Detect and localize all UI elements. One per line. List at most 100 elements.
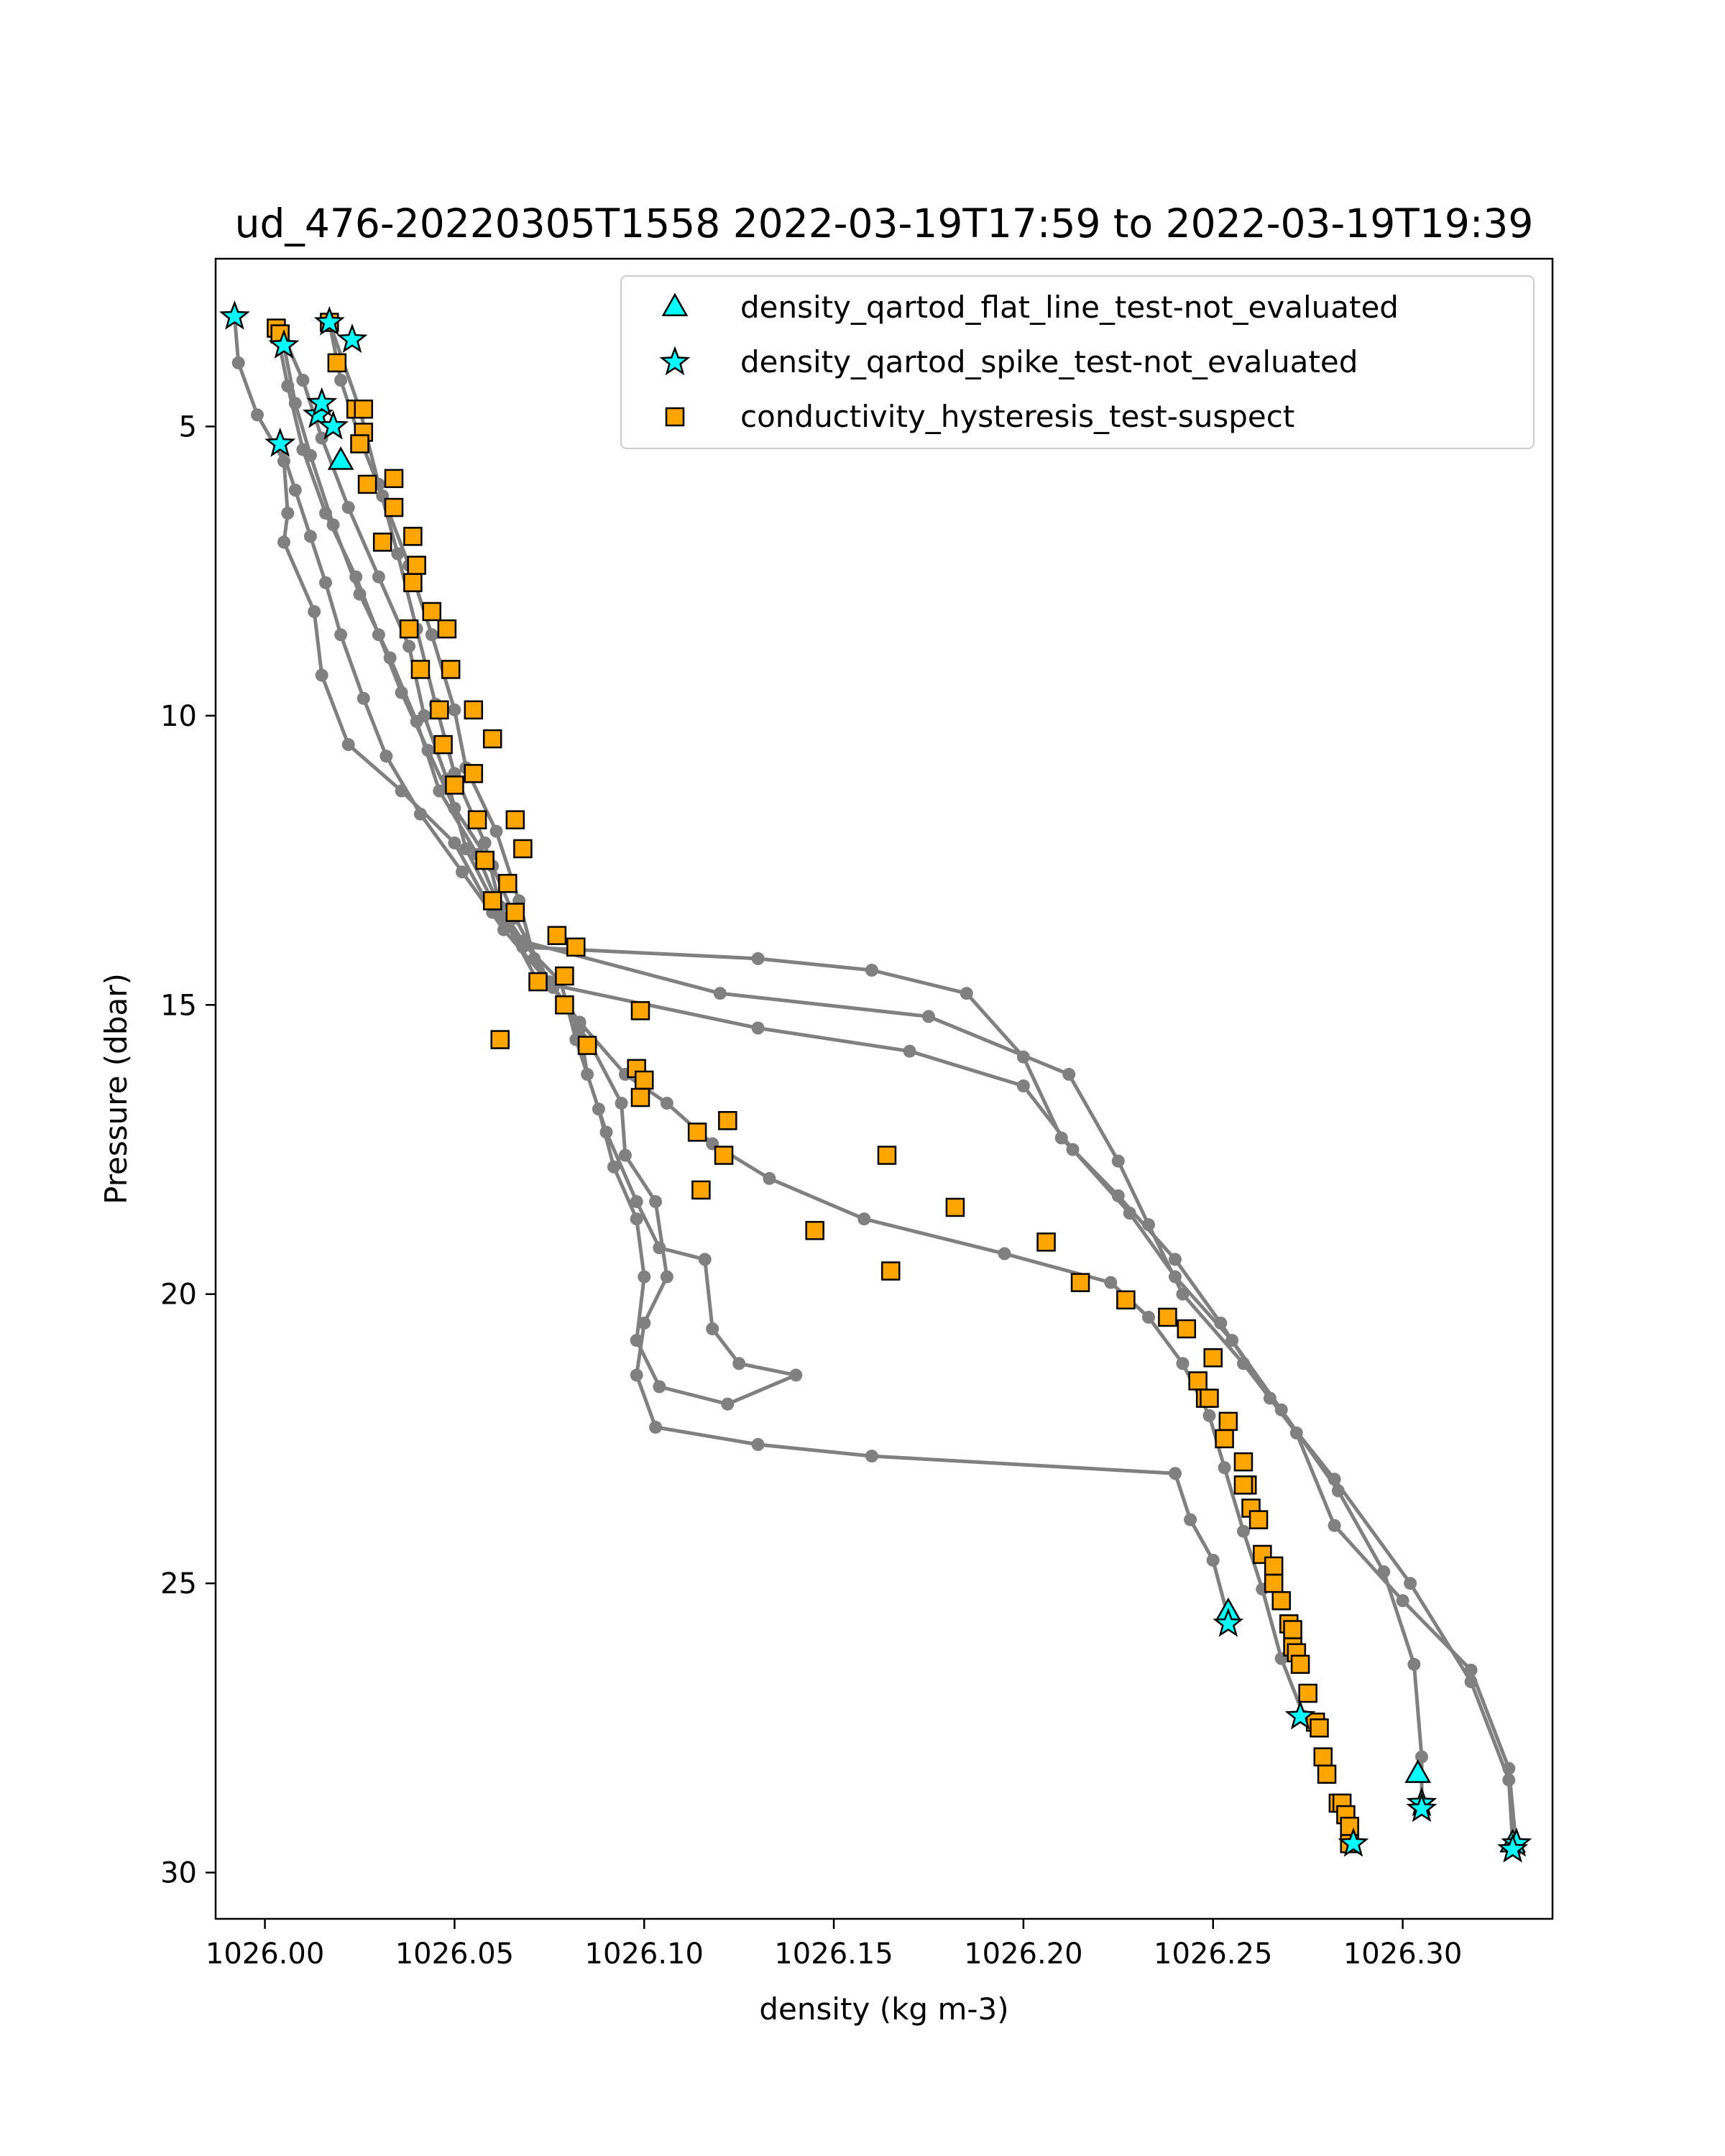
- profile-point: [497, 923, 510, 936]
- profile-point: [448, 703, 461, 717]
- profile-point: [308, 605, 321, 618]
- square-marker: [430, 700, 449, 720]
- profile-point: [713, 987, 727, 1000]
- square-marker: [630, 1087, 650, 1107]
- square-marker: [354, 400, 374, 419]
- square-marker: [945, 1197, 965, 1217]
- legend-entry: conductivity_hysteresis_test-suspect: [665, 399, 1294, 434]
- profile-point: [1142, 1310, 1155, 1324]
- x-axis-label: density (kg m-3): [759, 1991, 1008, 2027]
- profile-point: [1016, 1050, 1030, 1064]
- square-marker: [384, 497, 404, 517]
- square-marker: [403, 573, 423, 592]
- profile-point: [706, 1322, 719, 1335]
- profile-line-1: [323, 315, 1523, 1856]
- square-marker: [482, 891, 502, 911]
- profile-point: [649, 1195, 663, 1208]
- profile-point: [281, 507, 295, 520]
- profile-point: [960, 987, 973, 1000]
- square-marker: [1271, 1591, 1291, 1611]
- square-marker: [482, 729, 502, 749]
- square-marker: [433, 734, 453, 755]
- square-marker: [410, 660, 431, 679]
- star-markers: [218, 300, 1532, 1863]
- legend-entry: density_qartod_flat_line_test-not_evalua…: [661, 290, 1399, 325]
- profile-point: [1502, 1773, 1516, 1787]
- profile-point: [1123, 1207, 1136, 1220]
- x-axis: 1026.00 1026.05 1026.10 1026.15 1026.20 1026.…: [206, 1919, 1462, 1971]
- star-marker: [1284, 1700, 1316, 1730]
- square-marker: [1036, 1233, 1056, 1252]
- profile-point: [1328, 1519, 1341, 1532]
- legend-triangle-icon: [661, 292, 689, 317]
- y-tick-label: 15: [160, 989, 197, 1022]
- profile-point: [277, 535, 290, 549]
- star-marker: [306, 387, 338, 417]
- profile-point: [319, 576, 332, 589]
- x-tick-label: 1026.25: [1154, 1938, 1272, 1971]
- square-marker: [1340, 1816, 1359, 1836]
- profile-point: [1218, 1461, 1231, 1475]
- profile-point: [922, 1010, 935, 1023]
- profile-point: [865, 1450, 878, 1463]
- square-markers: [267, 313, 1359, 1853]
- y-tick-label: 25: [160, 1567, 197, 1600]
- square-marker: [498, 874, 518, 893]
- square-marker: [880, 1261, 901, 1281]
- profile-line-3: [277, 338, 1428, 1816]
- profile-point: [303, 530, 317, 543]
- legend-label: conductivity_hysteresis_test-suspect: [740, 399, 1294, 434]
- profile-point: [288, 484, 302, 497]
- profile-point: [1206, 1554, 1220, 1567]
- square-marker: [464, 764, 484, 783]
- square-marker: [566, 937, 586, 957]
- square-marker: [490, 1030, 510, 1049]
- profile-point: [489, 824, 503, 838]
- x-tick-label: 1026.05: [395, 1938, 514, 1971]
- profile-point: [1184, 1513, 1197, 1526]
- profile-line-2: [273, 321, 1519, 1851]
- profile-line-path: [274, 328, 1306, 1718]
- profile-point: [732, 1357, 746, 1370]
- profile-line-path: [282, 345, 1424, 1810]
- profile-point: [649, 1420, 663, 1434]
- square-marker: [1283, 1620, 1302, 1639]
- profile-point: [1377, 1565, 1391, 1579]
- profile-point: [1237, 1524, 1250, 1538]
- profile-line-6: [270, 321, 1311, 1723]
- x-tick-label: 1026.30: [1343, 1938, 1462, 1971]
- square-marker: [718, 1111, 737, 1130]
- profile-point: [380, 750, 393, 763]
- y-tick-label: 10: [160, 700, 197, 733]
- x-tick-label: 1026.15: [774, 1938, 893, 1971]
- square-marker: [505, 810, 525, 829]
- profile-point: [638, 1317, 651, 1330]
- legend-square-icon: [665, 407, 685, 427]
- profile-point: [296, 374, 310, 387]
- profile-point: [1169, 1270, 1182, 1284]
- profile-point: [395, 686, 408, 699]
- legend-label: density_qartod_spike_test-not_evaluated: [740, 344, 1358, 379]
- square-marker: [1290, 1654, 1310, 1674]
- square-marker: [1310, 1718, 1329, 1738]
- profile-point: [1202, 1409, 1216, 1422]
- profile-point: [281, 379, 295, 393]
- profile-point: [334, 374, 348, 387]
- profile-point: [1169, 1253, 1182, 1266]
- profile-point: [1404, 1577, 1417, 1590]
- profile-point: [315, 668, 328, 682]
- y-tick-label: 5: [179, 410, 197, 443]
- profile-point: [592, 1102, 605, 1116]
- profile-point: [1062, 1067, 1076, 1081]
- profile-point: [372, 570, 385, 584]
- square-marker: [399, 619, 419, 639]
- legend: density_qartod_flat_line_test-not_evalua…: [620, 275, 1535, 449]
- profile-point: [425, 628, 438, 642]
- star-marker: [1213, 1607, 1244, 1637]
- profile-point: [334, 628, 348, 642]
- legend-box: [620, 275, 1535, 449]
- square-marker: [547, 926, 567, 945]
- profile-point: [998, 1247, 1011, 1261]
- profile-point: [1274, 1403, 1288, 1416]
